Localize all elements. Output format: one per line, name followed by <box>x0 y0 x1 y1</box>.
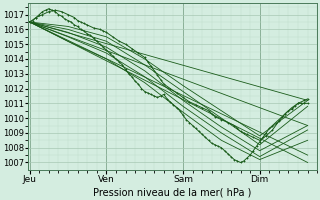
X-axis label: Pression niveau de la mer( hPa ): Pression niveau de la mer( hPa ) <box>93 187 252 197</box>
